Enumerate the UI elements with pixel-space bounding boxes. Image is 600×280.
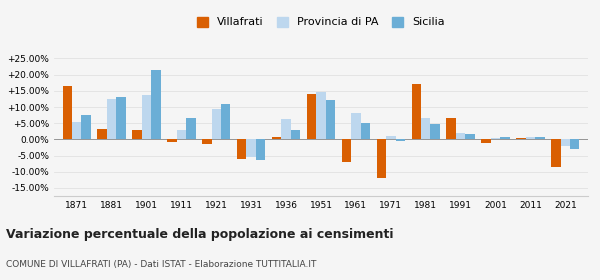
Bar bbox=[395, 139, 405, 141]
Bar bbox=[72, 122, 82, 139]
Bar bbox=[351, 113, 361, 139]
Bar bbox=[202, 139, 212, 144]
Bar bbox=[535, 137, 545, 139]
Bar bbox=[116, 97, 126, 139]
Bar bbox=[133, 130, 142, 139]
Bar bbox=[186, 118, 196, 139]
Bar bbox=[361, 123, 370, 139]
Bar bbox=[456, 133, 466, 139]
Bar bbox=[316, 92, 326, 139]
Bar bbox=[446, 118, 456, 139]
Text: COMUNE DI VILLAFRATI (PA) - Dati ISTAT - Elaborazione TUTTITALIA.IT: COMUNE DI VILLAFRATI (PA) - Dati ISTAT -… bbox=[6, 260, 316, 269]
Bar bbox=[291, 130, 300, 139]
Bar bbox=[176, 130, 186, 139]
Bar bbox=[247, 139, 256, 157]
Bar bbox=[551, 139, 560, 167]
Bar bbox=[151, 70, 161, 139]
Bar bbox=[281, 119, 291, 139]
Bar bbox=[142, 95, 151, 139]
Bar bbox=[62, 86, 72, 139]
Bar bbox=[491, 138, 500, 139]
Bar bbox=[256, 139, 265, 160]
Bar bbox=[212, 109, 221, 139]
Bar bbox=[430, 124, 440, 139]
Bar bbox=[466, 134, 475, 139]
Bar bbox=[326, 100, 335, 139]
Legend: Villafrati, Provincia di PA, Sicilia: Villafrati, Provincia di PA, Sicilia bbox=[193, 12, 449, 32]
Bar bbox=[307, 94, 316, 139]
Bar bbox=[500, 137, 509, 139]
Bar bbox=[342, 139, 351, 162]
Bar bbox=[272, 137, 281, 139]
Text: Variazione percentuale della popolazione ai censimenti: Variazione percentuale della popolazione… bbox=[6, 228, 394, 241]
Bar bbox=[107, 99, 116, 139]
Bar bbox=[570, 139, 580, 149]
Bar bbox=[221, 104, 230, 139]
Bar bbox=[526, 137, 535, 139]
Bar bbox=[237, 139, 247, 159]
Bar bbox=[560, 139, 570, 146]
Bar bbox=[421, 118, 430, 139]
Bar bbox=[412, 84, 421, 139]
Bar bbox=[97, 129, 107, 139]
Bar bbox=[481, 139, 491, 143]
Bar bbox=[377, 139, 386, 178]
Bar bbox=[516, 138, 526, 139]
Bar bbox=[82, 115, 91, 139]
Bar bbox=[386, 136, 395, 139]
Bar bbox=[167, 139, 176, 142]
